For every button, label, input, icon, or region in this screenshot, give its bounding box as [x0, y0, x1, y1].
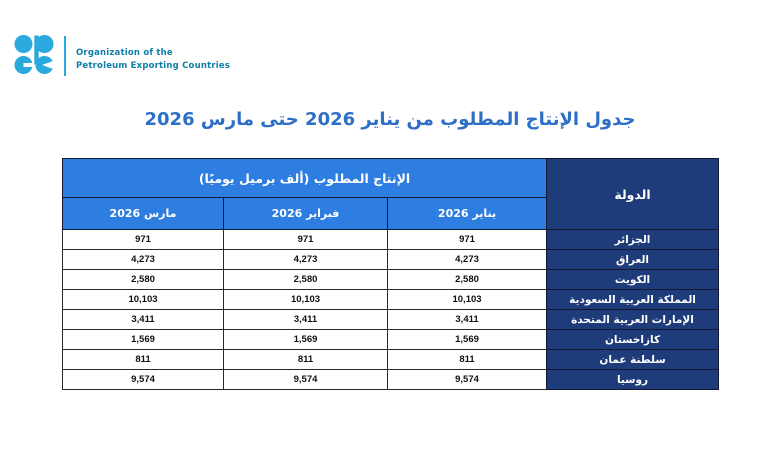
- country-name: كازاخستان: [546, 329, 720, 350]
- production-value-jan: 971: [387, 229, 548, 250]
- table-row: كازاخستان 1,569 1,569 1,569: [61, 329, 720, 350]
- month-header-march: مارس 2026: [61, 197, 225, 230]
- production-value-mar: 4,273: [61, 249, 225, 270]
- table-row: الجزائر 971 971 971: [61, 229, 720, 250]
- production-value-mar: 10,103: [61, 289, 225, 310]
- merged-production-header: الإنتاج المطلوب (ألف برميل يوميًا): [61, 158, 548, 198]
- production-value-feb: 10,103: [223, 289, 389, 310]
- production-value-feb: 811: [223, 349, 389, 370]
- table-row: روسيا 9,574 9,574 9,574: [61, 369, 720, 390]
- production-value-feb: 1,569: [223, 329, 389, 350]
- production-value-jan: 9,574: [387, 369, 548, 390]
- production-value-mar: 971: [61, 229, 225, 250]
- production-value-feb: 2,580: [223, 269, 389, 290]
- production-value-mar: 3,411: [61, 309, 225, 330]
- country-name: العراق: [546, 249, 720, 270]
- month-header-january: يناير 2026: [387, 197, 548, 230]
- org-name-line2: Petroleum Exporting Countries: [76, 61, 231, 71]
- table-row: العراق 4,273 4,273 4,273: [61, 249, 720, 270]
- production-value-feb: 971: [223, 229, 389, 250]
- production-value-jan: 1,569: [387, 329, 548, 350]
- table-body: الجزائر 971 971 971 العراق 4,273 4,273 4,273 الك…: [61, 229, 720, 390]
- production-value-jan: 10,103: [387, 289, 548, 310]
- table-row: الإمارات العربية المتحدة 3,411 3,411 3,411: [61, 309, 720, 330]
- production-value-mar: 811: [61, 349, 225, 370]
- page-title: جدول الإنتاج المطلوب من يناير 2026 حتى م…: [144, 109, 636, 130]
- month-header-february: فبراير 2026: [223, 197, 389, 230]
- production-value-jan: 3,411: [387, 309, 548, 330]
- production-value-mar: 9,574: [61, 369, 225, 390]
- opec-brand: Organization of the Petroleum Exporting …: [14, 34, 230, 78]
- production-table: الدولة الإنتاج المطلوب (ألف برميل يوميًا…: [61, 158, 720, 390]
- country-name: المملكة العربية السعودية: [546, 289, 720, 310]
- production-value-mar: 2,580: [61, 269, 225, 290]
- production-value-mar: 1,569: [61, 329, 225, 350]
- production-value-jan: 811: [387, 349, 548, 370]
- org-name: Organization of the Petroleum Exporting …: [76, 47, 230, 73]
- table-row: المملكة العربية السعودية 10,103 10,103 10,1…: [61, 289, 720, 310]
- table-header: الدولة الإنتاج المطلوب (ألف برميل يوميًا…: [61, 158, 720, 230]
- org-name-line1: Organization of the: [76, 48, 173, 59]
- table-row: الكويت 2,580 2,580 2,580: [61, 269, 720, 290]
- production-value-feb: 3,411: [223, 309, 389, 330]
- production-value-jan: 4,273: [387, 249, 548, 270]
- country-column-header: الدولة: [546, 158, 720, 230]
- table-row: سلطنة عمان 811 811 811: [61, 349, 720, 370]
- production-table-wrap: الدولة الإنتاج المطلوب (ألف برميل يوميًا…: [61, 158, 720, 390]
- country-name: الكويت: [546, 269, 720, 290]
- country-name: روسيا: [546, 369, 720, 390]
- country-name: سلطنة عمان: [546, 349, 720, 370]
- production-value-jan: 2,580: [387, 269, 548, 290]
- production-value-feb: 4,273: [223, 249, 389, 270]
- country-name: الإمارات العربية المتحدة: [546, 309, 720, 330]
- opec-logo-icon: [14, 35, 55, 74]
- production-value-feb: 9,574: [223, 369, 389, 390]
- country-name: الجزائر: [546, 229, 720, 250]
- brand-separator: [64, 36, 66, 76]
